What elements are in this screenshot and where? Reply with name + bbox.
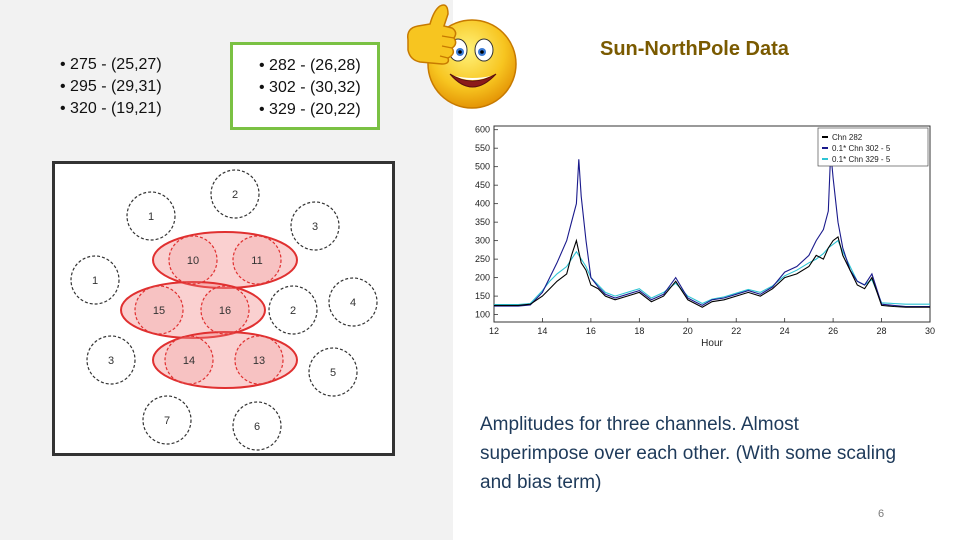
x-axis-label: Hour bbox=[701, 338, 723, 349]
legend-entry: 0.1* Chn 302 - 5 bbox=[832, 144, 891, 153]
x-tick-label: 20 bbox=[683, 326, 693, 336]
y-tick-label: 100 bbox=[475, 310, 490, 320]
diagram-node: 4 bbox=[328, 277, 378, 327]
diagram-node-label: 10 bbox=[187, 255, 199, 267]
diagram-node-label: 3 bbox=[312, 221, 318, 233]
y-tick-label: 550 bbox=[475, 143, 490, 153]
diagram-node-label: 1 bbox=[92, 275, 98, 287]
diagram-node: 5 bbox=[308, 347, 358, 397]
y-tick-label: 200 bbox=[475, 273, 490, 283]
x-tick-label: 24 bbox=[780, 326, 790, 336]
diagram-node-label: 4 bbox=[350, 297, 356, 309]
y-tick-label: 450 bbox=[475, 180, 490, 190]
x-tick-label: 28 bbox=[877, 326, 887, 336]
x-tick-label: 26 bbox=[828, 326, 838, 336]
diagram-node-label: 2 bbox=[290, 305, 296, 317]
y-tick-label: 400 bbox=[475, 199, 490, 209]
x-tick-label: 14 bbox=[537, 326, 547, 336]
x-tick-label: 12 bbox=[489, 326, 499, 336]
diagram-node-label: 16 bbox=[219, 305, 231, 317]
x-tick-label: 22 bbox=[731, 326, 741, 336]
list-item: • 320 - (19,21) bbox=[60, 100, 162, 117]
legend-entry: Chn 282 bbox=[832, 133, 863, 142]
y-tick-label: 350 bbox=[475, 217, 490, 227]
diagram-node: 1 bbox=[126, 191, 176, 241]
list-item: • 302 - (30,32) bbox=[259, 79, 361, 96]
list-item: • 329 - (20,22) bbox=[259, 101, 361, 118]
diagram-node-label: 2 bbox=[232, 189, 238, 201]
diagram-node: 1 bbox=[70, 255, 120, 305]
caption-text: Amplitudes for three channels. Almost su… bbox=[480, 414, 897, 493]
x-tick-label: 30 bbox=[925, 326, 935, 336]
diagram-node-label: 7 bbox=[164, 415, 170, 427]
diagram-node: 16 bbox=[200, 285, 250, 335]
diagram-node: 7 bbox=[142, 395, 192, 445]
diagram-node: 3 bbox=[86, 335, 136, 385]
series-line bbox=[494, 235, 930, 308]
amplitude-line-chart: 100 150 200 250 300 350 400 450 500 550 600 12 14 16 1… bbox=[475, 125, 935, 349]
list-item: • 282 - (26,28) bbox=[259, 57, 361, 74]
diagram-node: 2 bbox=[210, 169, 260, 219]
diagram-node-label: 14 bbox=[183, 355, 195, 367]
diagram-node-label: 3 bbox=[108, 355, 114, 367]
page-number: 6 bbox=[878, 508, 885, 520]
channel-layout-diagram: 2 1 3 10 11 1 15 16 2 4 3 14 13 5 7 6 bbox=[52, 161, 395, 456]
series-line bbox=[494, 151, 930, 308]
diagram-node: 11 bbox=[232, 235, 282, 285]
thumbs-up-smiley-icon bbox=[406, 4, 517, 109]
diagram-node-label: 6 bbox=[254, 421, 260, 433]
slide-title: Sun-NorthPole Data bbox=[600, 38, 789, 60]
legend bbox=[817, 127, 929, 167]
diagram-node-label: 13 bbox=[253, 355, 265, 367]
y-tick-label: 150 bbox=[475, 291, 490, 301]
diagram-node-label: 1 bbox=[148, 211, 154, 223]
diagram-node-label: 15 bbox=[153, 305, 165, 317]
diagram-node: 15 bbox=[134, 285, 184, 335]
highlight-region bbox=[152, 231, 298, 289]
y-tick-label: 500 bbox=[475, 162, 490, 172]
list-item: • 295 - (29,31) bbox=[60, 78, 162, 95]
highlight-region bbox=[120, 281, 266, 339]
channel-list-boxed: • 282 - (26,28) • 302 - (30,32) • 329 - … bbox=[230, 42, 380, 130]
diagram-node: 3 bbox=[290, 201, 340, 251]
x-tick-label: 18 bbox=[634, 326, 644, 336]
diagram-node: 10 bbox=[168, 235, 218, 285]
diagram-node: 14 bbox=[164, 335, 214, 385]
diagram-node: 6 bbox=[232, 401, 282, 451]
diagram-node-label: 5 bbox=[330, 367, 336, 379]
x-tick-label: 16 bbox=[586, 326, 596, 336]
highlight-region bbox=[152, 331, 298, 389]
diagram-node-label: 11 bbox=[251, 255, 262, 267]
channel-list-left: • 275 - (25,27) • 295 - (29,31) • 320 - … bbox=[60, 54, 162, 120]
list-item: • 275 - (25,27) bbox=[60, 56, 162, 73]
diagram-node: 2 bbox=[268, 285, 318, 335]
legend-entry: 0.1* Chn 329 - 5 bbox=[832, 155, 891, 164]
diagram-node: 13 bbox=[234, 335, 284, 385]
y-tick-label: 600 bbox=[475, 125, 490, 135]
y-tick-label: 250 bbox=[475, 254, 490, 264]
y-tick-label: 300 bbox=[475, 236, 490, 246]
